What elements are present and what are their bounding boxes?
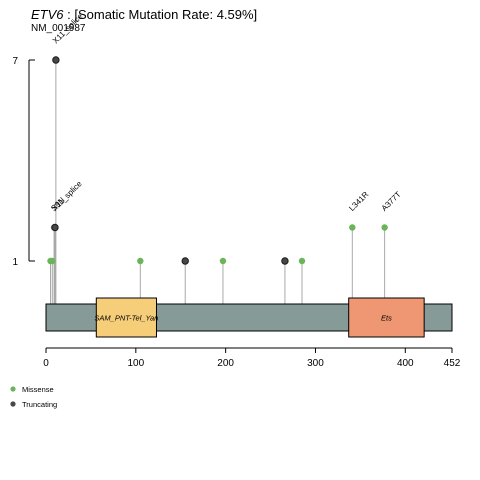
mutation-point <box>298 257 306 265</box>
gene-name: ETV6 <box>31 7 64 22</box>
domain-box <box>95 297 157 338</box>
mutation-rate: : [Somatic Mutation Rate: 4.59%] <box>64 7 258 22</box>
mutation-label: X11_splice <box>50 179 84 213</box>
x-tick-label: 200 <box>217 358 234 369</box>
domain-label: SAM_PNT-Tel_Yan <box>94 314 158 323</box>
x-tick-label: 100 <box>127 358 144 369</box>
mutation-point <box>137 257 144 265</box>
mutation-point <box>349 224 356 231</box>
mutation-point <box>281 257 289 265</box>
mutation-point <box>181 257 189 265</box>
mutation-point <box>51 223 59 232</box>
mutation-point <box>381 224 388 231</box>
legend-marker <box>10 386 16 392</box>
mutation-label: L341R <box>347 190 370 213</box>
chart-title: ETV6 : [Somatic Mutation Rate: 4.59%] <box>31 7 257 22</box>
legend-marker <box>10 401 16 407</box>
domain-label: Ets <box>381 314 392 323</box>
legend-label: Missense <box>22 385 54 394</box>
mutation-point <box>52 56 60 64</box>
domain-box <box>348 297 425 338</box>
y-tick-label: 7 <box>12 56 18 67</box>
x-tick-label: 300 <box>307 358 324 369</box>
transcript-id: NM_001987 <box>31 23 86 34</box>
mutation-label: A377T <box>380 190 403 213</box>
mutation-point <box>219 257 227 265</box>
legend-label: Truncating <box>22 400 57 409</box>
x-tick-label: 0 <box>43 358 49 369</box>
mutation-point <box>49 257 56 265</box>
x-tick-label: 400 <box>397 358 414 369</box>
y-tick-label: 1 <box>12 257 18 268</box>
x-tick-label: 452 <box>444 358 461 369</box>
